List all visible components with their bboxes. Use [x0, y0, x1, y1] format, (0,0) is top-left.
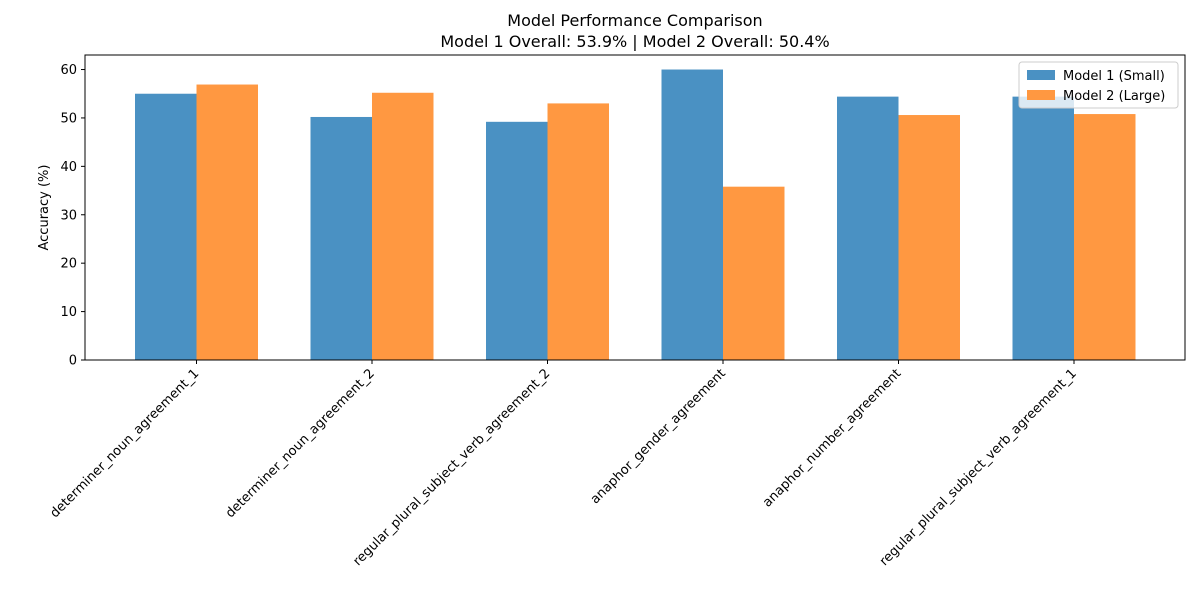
legend-label-1: Model 1 (Small): [1063, 69, 1165, 84]
bar-2-regular_plural_subject_verb_agreement_2: [547, 103, 609, 361]
bar-2-determiner_noun_agreement_2: [372, 92, 434, 360]
bar-2-determiner_noun_agreement_1: [196, 84, 258, 361]
bar-1-regular_plural_subject_verb_agreement_1: [1012, 96, 1074, 360]
y-tick-label-20: 20: [60, 257, 77, 272]
y-tick-label-0: 0: [69, 354, 77, 369]
y-tick-label-30: 30: [60, 208, 77, 223]
legend-box: [1018, 61, 1179, 109]
bars-layer: [135, 69, 1136, 361]
bar-2-anaphor_number_agreement: [898, 115, 960, 361]
y-tick-label-10: 10: [60, 305, 77, 320]
chart-subtitle: Model 1 Overall: 53.9% | Model 2 Overall…: [440, 32, 829, 51]
bar-1-anaphor_gender_agreement: [661, 69, 723, 361]
y-tick-label-50: 50: [60, 111, 77, 126]
x-tick-label-4: anaphor_gender_agreement: [588, 366, 729, 507]
x-tick-label-1: determiner_noun_agreement_1: [47, 366, 202, 521]
legend-label-2: Model 2 (Large): [1063, 89, 1165, 104]
bar-1-regular_plural_subject_verb_agreement_2: [486, 121, 548, 360]
x-tick-label-6: regular_plural_subject_verb_agreement_1: [877, 366, 1080, 569]
plot-frame: [84, 54, 1186, 361]
bar-1-determiner_noun_agreement_2: [310, 116, 372, 360]
legend-swatch-2: [1027, 90, 1055, 100]
x-tick-label-3: regular_plural_subject_verb_agreement_2: [350, 366, 553, 569]
y-axis-label: Accuracy (%): [37, 165, 52, 251]
bar-2-anaphor_gender_agreement: [723, 186, 785, 360]
bar-1-anaphor_number_agreement: [837, 96, 899, 360]
x-tick-label-2: determiner_noun_agreement_2: [223, 366, 378, 521]
y-tick-label-60: 60: [60, 63, 77, 78]
legend: Model 1 (Small) Model 2 (Large): [1018, 61, 1179, 109]
x-tick-label-5: anaphor_number_agreement: [760, 366, 904, 510]
y-tick-label-40: 40: [60, 160, 77, 175]
legend-swatch-1: [1027, 70, 1055, 80]
chart-title: Model Performance Comparison: [507, 11, 762, 30]
bar-1-determiner_noun_agreement_1: [135, 93, 197, 360]
bar-2-regular_plural_subject_verb_agreement_1: [1074, 114, 1136, 360]
